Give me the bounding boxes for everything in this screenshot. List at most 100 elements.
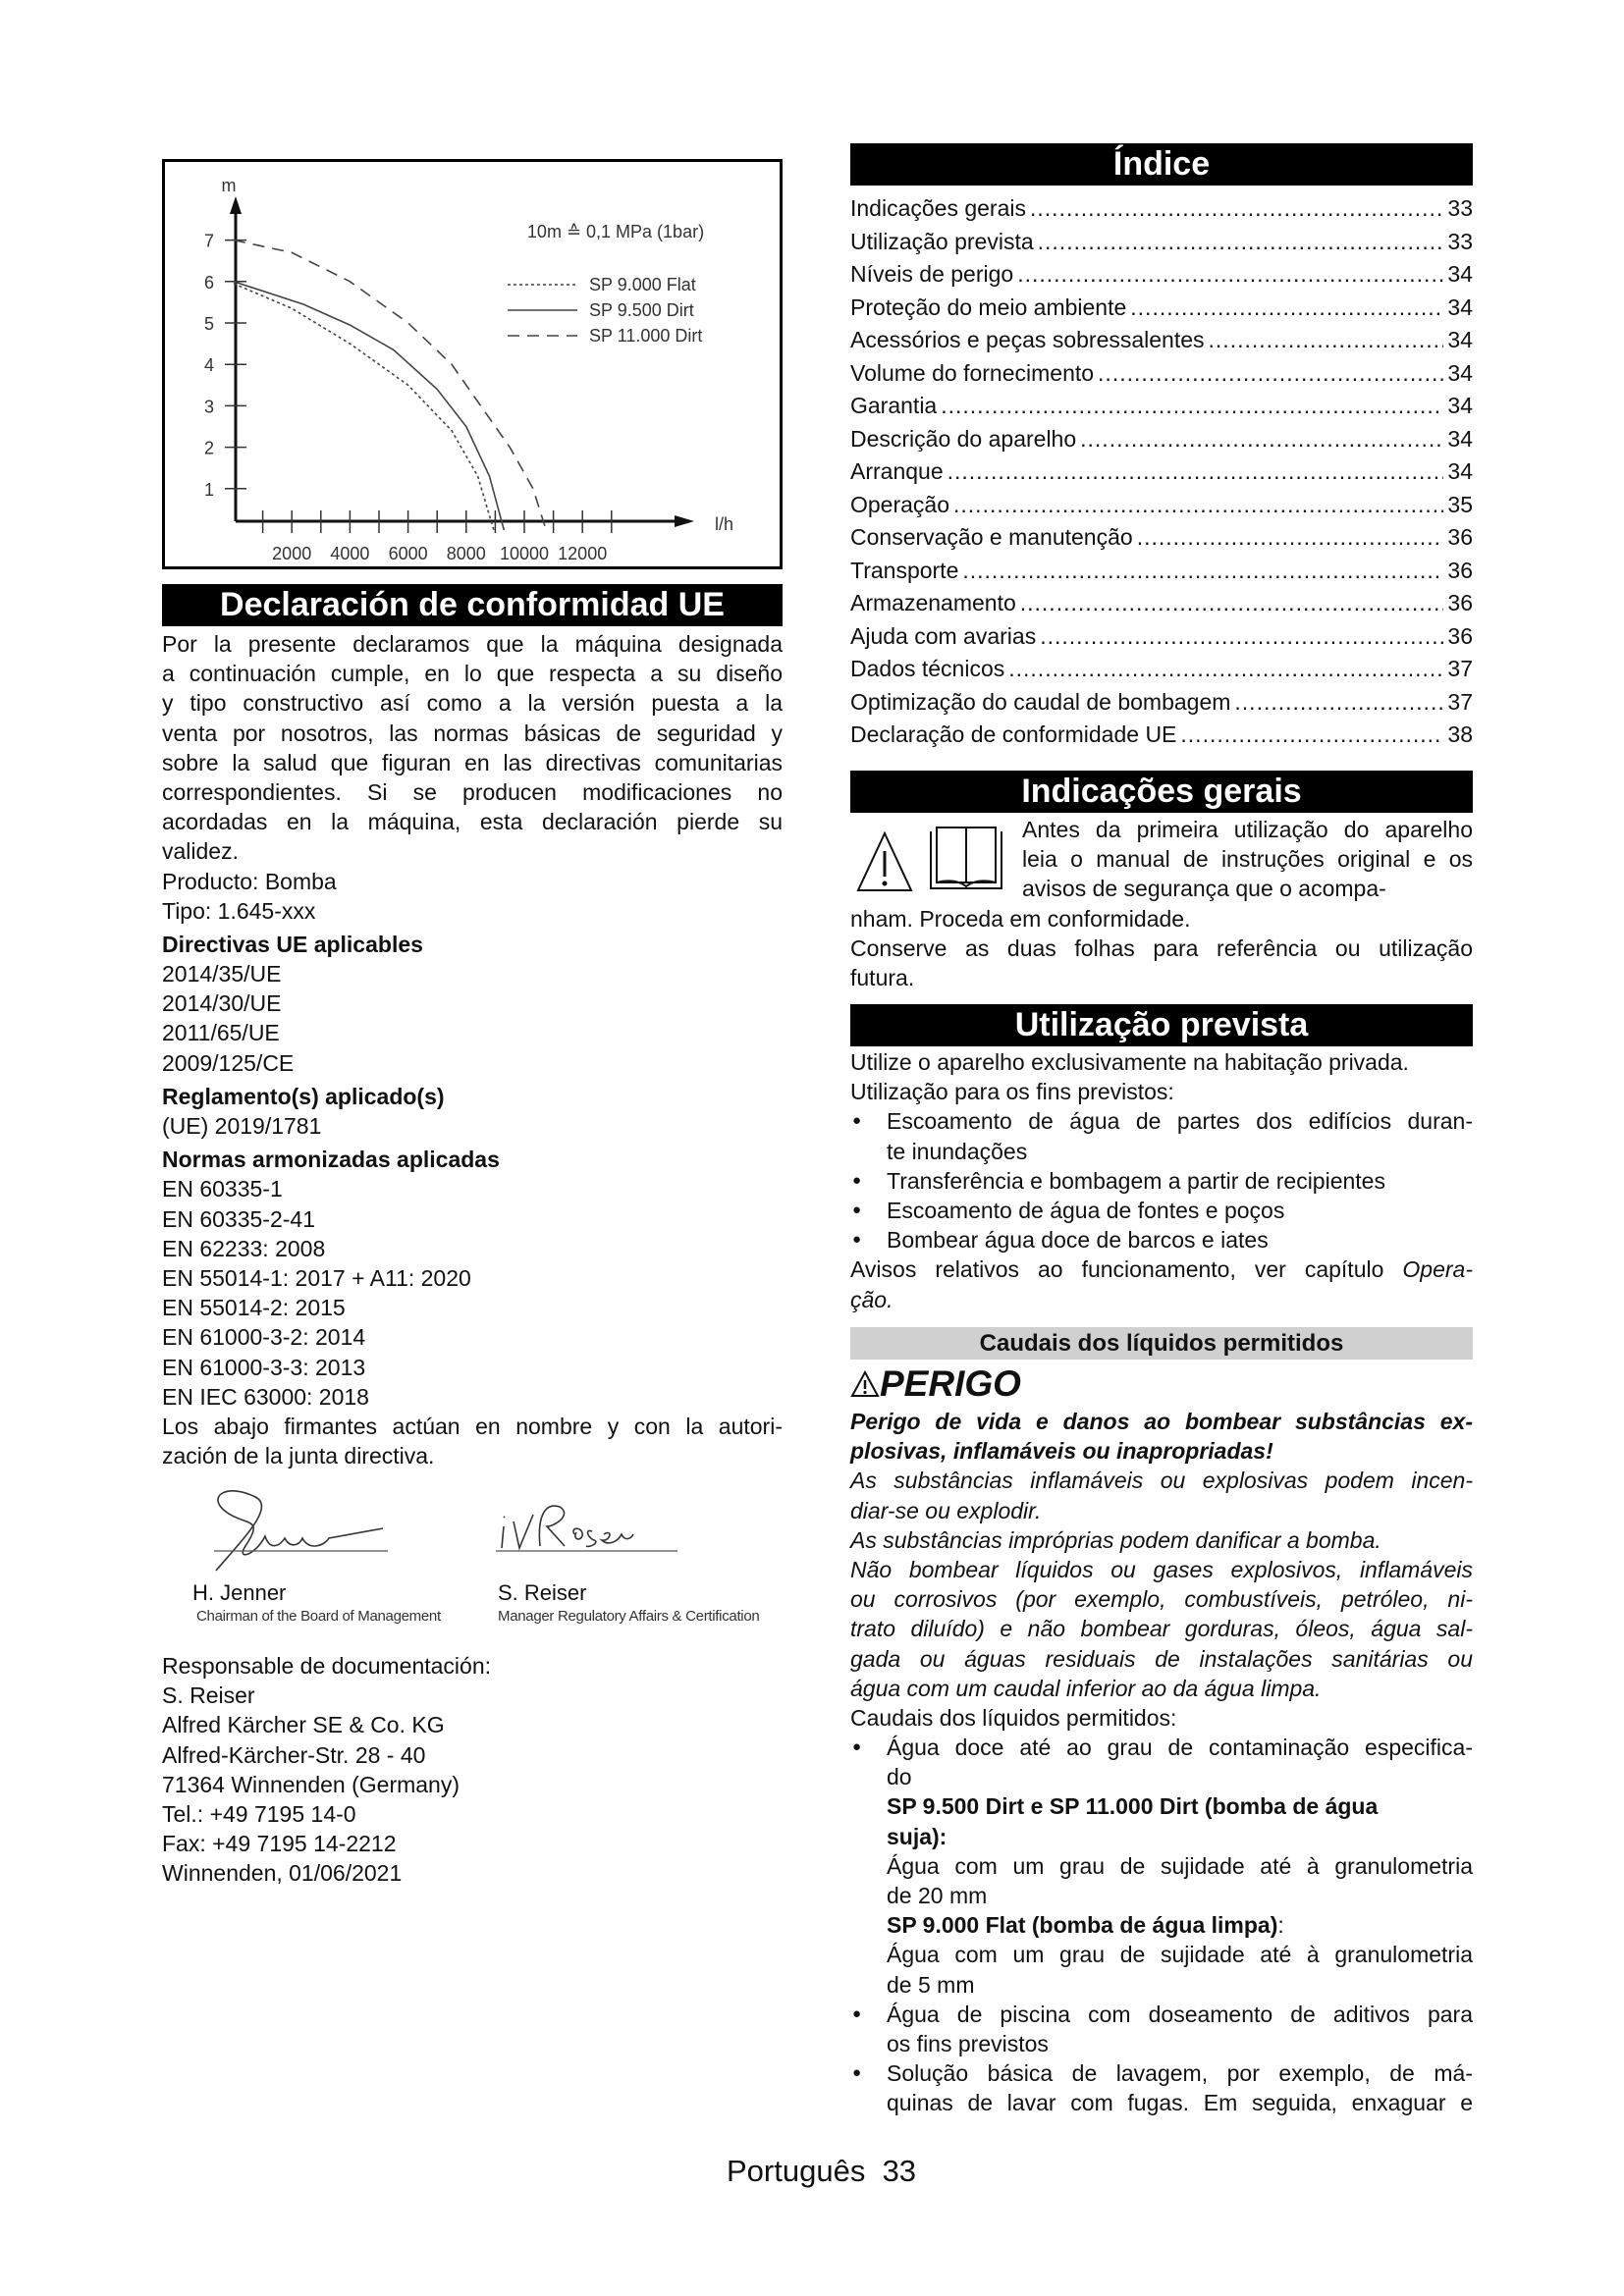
toc-entry[interactable]: Conservação e manutenção 36 [850,521,1473,555]
bullet-line: do [887,1764,912,1790]
general-intro: Antes da primeira utilização do aparelho… [1022,815,1473,904]
bullet-text: Escoamento de água de fontes e poços [887,1196,1473,1225]
danger-triangle-icon [850,1369,880,1397]
toc-page: 35 [1447,491,1473,517]
toc-label[interactable]: Optimização do caudal de bombagem [850,688,1231,715]
general-line: avisos de segurança que o acompa- [1022,876,1386,902]
legend-label: SP 11.000 Dirt [589,326,702,346]
responsible-line: Alfred-Kärcher-Str. 28 - 40 [162,1741,426,1768]
toc-leader [953,489,1443,522]
operation-link[interactable]: Opera- [1402,1256,1473,1283]
regulation-item: (UE) 2019/1781 [162,1113,322,1139]
toc-entry[interactable]: Transporte 36 [850,555,1473,588]
norm-item: EN 60335-2-41 [162,1205,315,1232]
toc-label[interactable]: Transporte [850,557,959,583]
toc-leader [1098,357,1443,391]
toc-label[interactable]: Acessórios e peças sobressalentes [850,327,1205,352]
toc-page: 36 [1447,590,1473,615]
y-tick-label: 5 [204,314,214,334]
toc-label[interactable]: Utilização prevista [850,228,1034,254]
regulations-list: (UE) 2019/1781 [162,1111,783,1141]
responsible-line: Alfred Kärcher SE & Co. KG [162,1712,445,1738]
footer-language: Português [727,2154,866,2188]
signatory-name: H. Jenner [192,1580,287,1605]
norm-item: EN IEC 63000: 2018 [162,1383,369,1410]
liquid-bullet: ● Água doce até ao grau de contaminação … [850,1733,1473,2000]
general-keep-paragraph: Conserve as duas folhas para referência … [850,934,1473,992]
use-notes-text: Avisos relativos ao funcionamento, ver c… [850,1256,1403,1283]
flat-heading: SP 9.000 Flat (bomba de água limpa): [887,1910,1473,1940]
toc-entry[interactable]: Acessórios e peças sobressalentes 34 [850,324,1473,357]
toc-entry[interactable]: Volume do fornecimento 34 [850,357,1473,391]
norm-item: EN 55014-2: 2015 [162,1295,346,1321]
toc-entry[interactable]: Dados técnicos 37 [850,653,1473,686]
toc-label[interactable]: Arranque [850,458,944,484]
toc-label[interactable]: Indicações gerais [850,195,1026,221]
toc-entry[interactable]: Ajuda com avarias 36 [850,620,1473,654]
toc-label[interactable]: Declaração de conformidade UE [850,721,1177,747]
toc-entry[interactable]: Níveis de perigo 34 [850,258,1473,292]
use-intro: Utilize o aparelho exclusivamente na hab… [850,1047,1473,1077]
warning-triangle-icon [856,830,913,891]
toc-entry[interactable]: Operação 35 [850,489,1473,522]
bullet-line: Solução básica de lavagem, por exemplo, … [887,2060,1473,2087]
toc-leader [1130,292,1443,325]
danger-line: diar-se ou explodir. [850,1497,1042,1523]
intro-line: validez. [162,838,239,865]
responsible-line: Winnenden, 01/06/2021 [162,1860,403,1887]
danger-bold-line: plosivas, inflamáveis ou inapropriadas! [850,1438,1273,1465]
directives-list: 2014/35/UE 2014/30/UE 2011/65/UE 2009/125/C… [162,959,783,1078]
norm-item: EN 55014-1: 2017 + A11: 2020 [162,1264,471,1291]
regulation-heading: Reglamento(s) aplicado(s) [162,1083,445,1109]
danger-line: trato diluído) e não bombear gorduras, ó… [850,1616,1473,1642]
toc-label[interactable]: Proteção do meio ambiente [850,294,1127,320]
use-line: Utilize o aparelho exclusivamente na hab… [850,1049,1409,1075]
bullet-line: os fins previstos [887,2030,1049,2056]
toc-label[interactable]: Operação [850,491,950,517]
norm-item: EN 60335-1 [162,1176,283,1202]
toc-label[interactable]: Garantia [850,393,938,418]
bullet-text: Transferência e bombagem a partir de rec… [887,1166,1473,1196]
series-line-sp-9-500-dirt [233,281,506,531]
toc-entry[interactable]: Optimização do caudal de bombagem 37 [850,686,1473,720]
toc-leader [962,555,1443,588]
declaration-body: Por la presente declaramos que la máquin… [162,629,783,1470]
operation-link-cont[interactable]: ção. [850,1286,893,1312]
toc-entry[interactable]: Proteção do meio ambiente 34 [850,292,1473,325]
toc-entry[interactable]: Garantia 34 [850,390,1473,423]
y-axis-arrow-icon [230,196,242,214]
intro-line: sobre la salud que figuran en las direct… [162,749,783,775]
toc-entry[interactable]: Utilização prevista 33 [850,226,1473,259]
danger-paragraph: As substâncias inflamáveis ou explosivas… [850,1466,1473,1524]
toc-label[interactable]: Descrição do aparelho [850,425,1077,452]
toc-entry[interactable]: Arranque 34 [850,455,1473,489]
use-notes: Avisos relativos ao funcionamento, ver c… [850,1255,1473,1284]
norm-item: EN 61000-3-2: 2014 [162,1324,366,1351]
intro-line: y tipo constructivo así como a la versió… [162,690,783,717]
toc-page: 34 [1447,294,1473,320]
toc-page: 34 [1447,327,1473,352]
flat-colon: : [1277,1912,1284,1939]
toc-label[interactable]: Dados técnicos [850,656,1005,681]
toc-label[interactable]: Ajuda com avarias [850,622,1037,649]
toc-entry[interactable]: Declaração de conformidade UE 38 [850,719,1473,752]
toc-label[interactable]: Conservação e manutenção [850,524,1133,550]
liquid-bullet: ● Água de piscina com doseamento de aditi… [850,2000,1473,2058]
directive-item: 2014/30/UE [162,990,282,1017]
y-tick-label: 2 [204,439,214,458]
series-line-sp-9-000-flat [233,283,495,531]
toc-label[interactable]: Níveis de perigo [850,261,1014,287]
toc-entry[interactable]: Descrição do aparelho 34 [850,423,1473,456]
toc-leader [947,455,1444,489]
dirt-heading-line: suja): [887,1823,947,1849]
bullet-icon: ● [852,1738,862,1756]
responsible-line: Fax: +49 7195 14-2212 [162,1831,397,1857]
toc-label[interactable]: Armazenamento [850,590,1016,615]
general-title: Indicações gerais [850,771,1473,813]
toc-entry[interactable]: Armazenamento 36 [850,587,1473,620]
product-line: Producto: Bomba [162,868,337,894]
x-tick-label: 12000 [558,544,607,563]
toc-label[interactable]: Volume do fornecimento [850,359,1095,386]
general-line: leia o manual de instruções original e o… [1022,846,1473,873]
toc-entry[interactable]: Indicações gerais 33 [850,192,1473,226]
